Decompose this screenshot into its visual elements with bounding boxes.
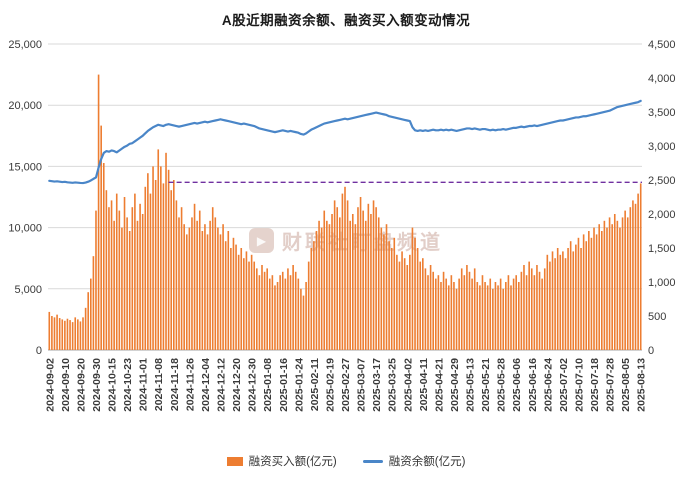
svg-text:2024-12-04: 2024-12-04: [200, 358, 212, 412]
svg-text:2025-06-16: 2025-06-16: [527, 358, 539, 412]
svg-text:2025-05-21: 2025-05-21: [480, 358, 492, 412]
svg-text:3,500: 3,500: [648, 107, 676, 119]
svg-text:2024-12-30: 2024-12-30: [247, 358, 259, 412]
svg-text:2025-05-28: 2025-05-28: [496, 358, 508, 412]
svg-text:2025-06-24: 2025-06-24: [542, 358, 554, 412]
svg-text:2025-03-25: 2025-03-25: [387, 358, 399, 412]
svg-text:15,000: 15,000: [8, 161, 42, 173]
svg-text:2025-01-16: 2025-01-16: [278, 358, 290, 412]
svg-text:4,000: 4,000: [648, 73, 676, 85]
svg-text:2024-10-23: 2024-10-23: [122, 358, 134, 412]
line-series-swatch: [362, 459, 383, 463]
svg-text:0: 0: [648, 345, 654, 357]
svg-text:2025-05-13: 2025-05-13: [465, 358, 477, 412]
svg-text:1,500: 1,500: [648, 243, 676, 255]
svg-text:500: 500: [648, 311, 666, 323]
bar-series-swatch: [226, 456, 243, 466]
svg-text:2024-09-20: 2024-09-20: [75, 358, 87, 412]
svg-text:2025-01-24: 2025-01-24: [293, 358, 305, 412]
svg-text:2025-07-10: 2025-07-10: [573, 358, 585, 412]
svg-text:2025-04-29: 2025-04-29: [449, 358, 461, 412]
legend-item-margin-buy: 融资买入额(亿元): [226, 453, 337, 469]
svg-text:2024-11-01: 2024-11-01: [138, 358, 150, 411]
svg-text:2024-12-12: 2024-12-12: [215, 358, 227, 412]
svg-text:1,000: 1,000: [648, 277, 676, 289]
svg-text:20,000: 20,000: [8, 100, 42, 112]
svg-text:2024-12-20: 2024-12-20: [231, 358, 243, 412]
svg-text:2024-09-02: 2024-09-02: [44, 358, 56, 412]
svg-text:25,000: 25,000: [8, 39, 42, 51]
svg-text:4,500: 4,500: [648, 39, 676, 51]
svg-text:5,000: 5,000: [14, 284, 42, 296]
svg-text:2025-06-06: 2025-06-06: [511, 358, 523, 412]
chart-title: A股近期融资余额、融资买入额变动情况: [221, 13, 471, 28]
svg-text:2024-10-15: 2024-10-15: [107, 358, 119, 412]
svg-text:2024-09-30: 2024-09-30: [91, 358, 103, 412]
svg-text:2025-04-21: 2025-04-21: [433, 358, 445, 412]
svg-text:2025-08-13: 2025-08-13: [636, 358, 648, 412]
svg-text:2025-07-02: 2025-07-02: [558, 358, 570, 412]
svg-text:2,000: 2,000: [648, 209, 676, 221]
svg-text:3,000: 3,000: [648, 141, 676, 153]
svg-text:2024-11-08: 2024-11-08: [153, 358, 165, 411]
svg-text:2025-07-18: 2025-07-18: [589, 358, 601, 412]
svg-text:2025-04-11: 2025-04-11: [418, 358, 430, 411]
svg-text:2025-01-08: 2025-01-08: [262, 358, 274, 412]
svg-text:2025-02-19: 2025-02-19: [324, 358, 336, 412]
legend-item-margin-balance: 融资余额(亿元): [362, 453, 466, 469]
legend: 融资买入额(亿元) 融资余额(亿元): [0, 453, 692, 469]
svg-text:2024-11-18: 2024-11-18: [169, 358, 181, 411]
svg-text:2025-02-11: 2025-02-11: [309, 358, 321, 411]
svg-text:2,500: 2,500: [648, 175, 676, 187]
svg-text:2024-09-10: 2024-09-10: [60, 358, 72, 412]
svg-text:2025-03-07: 2025-03-07: [356, 358, 368, 412]
plot-area: 0 5,000 10,000 15,000 20,000 25,000 0 500 1,000 1…: [8, 39, 676, 412]
svg-text:0: 0: [36, 345, 42, 357]
svg-text:2024-11-26: 2024-11-26: [184, 358, 196, 411]
svg-text:2025-04-02: 2025-04-02: [402, 358, 414, 412]
svg-text:2025-07-28: 2025-07-28: [605, 358, 617, 412]
svg-text:2025-02-27: 2025-02-27: [340, 358, 352, 412]
svg-text:2025-08-05: 2025-08-05: [620, 358, 632, 412]
legend-label-margin-buy: 融资买入额(亿元): [248, 456, 337, 468]
legend-label-margin-balance: 融资余额(亿元): [388, 456, 466, 468]
svg-text:2025-03-17: 2025-03-17: [371, 358, 383, 412]
svg-text:10,000: 10,000: [8, 223, 42, 235]
